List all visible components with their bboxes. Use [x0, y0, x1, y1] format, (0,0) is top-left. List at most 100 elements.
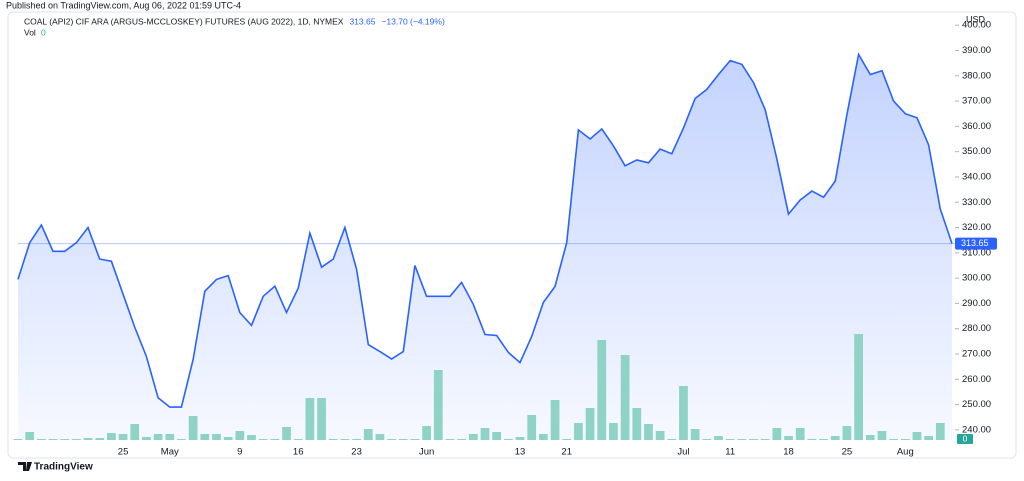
volume-bar — [107, 433, 116, 440]
volume-bar — [550, 400, 560, 440]
volume-bar — [188, 416, 198, 440]
y-tick-label: 360.00 — [962, 121, 991, 132]
volume-bar — [95, 438, 105, 440]
volume-bar — [83, 438, 93, 440]
volume-bar — [527, 415, 537, 440]
y-tick-label: 340.00 — [962, 171, 991, 182]
price-line — [17, 52, 953, 408]
y-tick-label: 310.00 — [962, 247, 991, 258]
volume-bar — [258, 439, 268, 440]
volume-bar — [830, 436, 840, 440]
volume-bar — [433, 370, 443, 440]
volume-bar — [48, 439, 58, 440]
volume-bar — [865, 435, 875, 440]
volume-bar — [468, 434, 478, 440]
volume-bar — [842, 426, 852, 440]
volume-bar — [398, 439, 408, 440]
y-tick-label: 250.00 — [962, 399, 991, 410]
volume-bar — [270, 439, 280, 440]
y-tick-label: 330.00 — [962, 197, 991, 208]
volume-bar — [212, 434, 221, 440]
volume-bar — [352, 439, 361, 440]
x-tick-label: 23 — [351, 447, 362, 458]
volume-bar — [177, 439, 186, 440]
volume-bar — [363, 429, 373, 440]
last-price-tag — [955, 237, 997, 250]
y-tick-label: 270.00 — [962, 349, 991, 360]
volume-bar — [387, 439, 396, 440]
volume-bar — [71, 439, 81, 440]
y-tick-label: 350.00 — [962, 146, 991, 157]
area-fill — [18, 54, 952, 440]
volume-bar — [410, 439, 420, 440]
volume-bar — [445, 439, 455, 440]
x-tick-label: Aug — [897, 447, 914, 458]
last-price: 313.65 — [349, 16, 375, 26]
price-change: −13.70 (−4.19%) — [381, 16, 444, 26]
y-tick-label: 280.00 — [962, 323, 991, 334]
volume-bar — [480, 428, 490, 440]
volume-bar — [609, 423, 618, 440]
volume-bar — [13, 439, 23, 440]
volume-bar — [317, 398, 326, 440]
volume-bar — [737, 439, 747, 440]
volume-bar — [340, 439, 350, 440]
volume-bar — [165, 434, 175, 440]
y-tick-label: 400.00 — [962, 20, 991, 31]
volume-bar — [620, 355, 630, 440]
y-tick-label: 370.00 — [962, 96, 991, 107]
volume-bar — [293, 439, 303, 440]
x-tick-label: 18 — [783, 447, 794, 458]
volume-bar — [819, 439, 828, 440]
volume-bar — [679, 386, 688, 440]
volume-bar — [574, 423, 583, 440]
volume-bar — [492, 432, 502, 440]
volume-bar — [200, 434, 210, 440]
symbol: COAL (API2) CIF ARA (ARGUS-MCCLOSKEY) FU… — [24, 16, 344, 26]
volume-bar — [644, 424, 653, 440]
y-tick-label: 390.00 — [962, 45, 991, 56]
y-tick-label: 320.00 — [962, 222, 991, 233]
vol-value: 0 — [41, 27, 46, 37]
volume-bar — [889, 439, 899, 440]
volume-bar — [760, 439, 770, 440]
volume-bar — [153, 434, 163, 440]
volume-bar — [130, 424, 140, 440]
volume-bar — [247, 435, 256, 440]
volume-bar — [562, 439, 572, 440]
volume-bar — [25, 432, 35, 440]
volume-bar — [457, 439, 467, 440]
volume-bar — [725, 439, 735, 440]
volume-bar — [935, 423, 945, 440]
volume-bar — [667, 439, 677, 440]
volume-bar — [282, 427, 291, 440]
x-tick-label: 25 — [842, 447, 853, 458]
volume-bar — [714, 436, 723, 440]
x-tick-label: May — [161, 447, 179, 458]
x-tick-label: Jul — [677, 447, 689, 458]
x-tick-label: Jun — [419, 447, 434, 458]
volume-bar — [36, 439, 46, 440]
x-tick-label: 21 — [561, 447, 572, 458]
volume-bar — [375, 434, 385, 440]
volume-bar — [585, 408, 595, 440]
volume-bar — [749, 439, 758, 440]
volume-bar — [690, 429, 700, 440]
chart-frame — [7, 11, 1017, 459]
y-tick-label: 260.00 — [962, 374, 991, 385]
x-tick-label: 9 — [237, 447, 242, 458]
volume-bar — [655, 431, 665, 440]
volume-bar — [924, 436, 934, 440]
y-tick-label: 300.00 — [962, 273, 991, 284]
volume-bar — [900, 439, 910, 440]
volume-bar — [854, 334, 863, 440]
volume-bar — [515, 437, 525, 440]
volume-bar — [784, 436, 793, 440]
volume-bar — [702, 439, 712, 440]
volume-tag-label: 0 — [963, 433, 968, 443]
volume-bar — [223, 437, 233, 440]
last-price-label: 313.65 — [961, 238, 989, 248]
volume-bar — [235, 431, 245, 440]
brand-logo — [18, 462, 32, 471]
